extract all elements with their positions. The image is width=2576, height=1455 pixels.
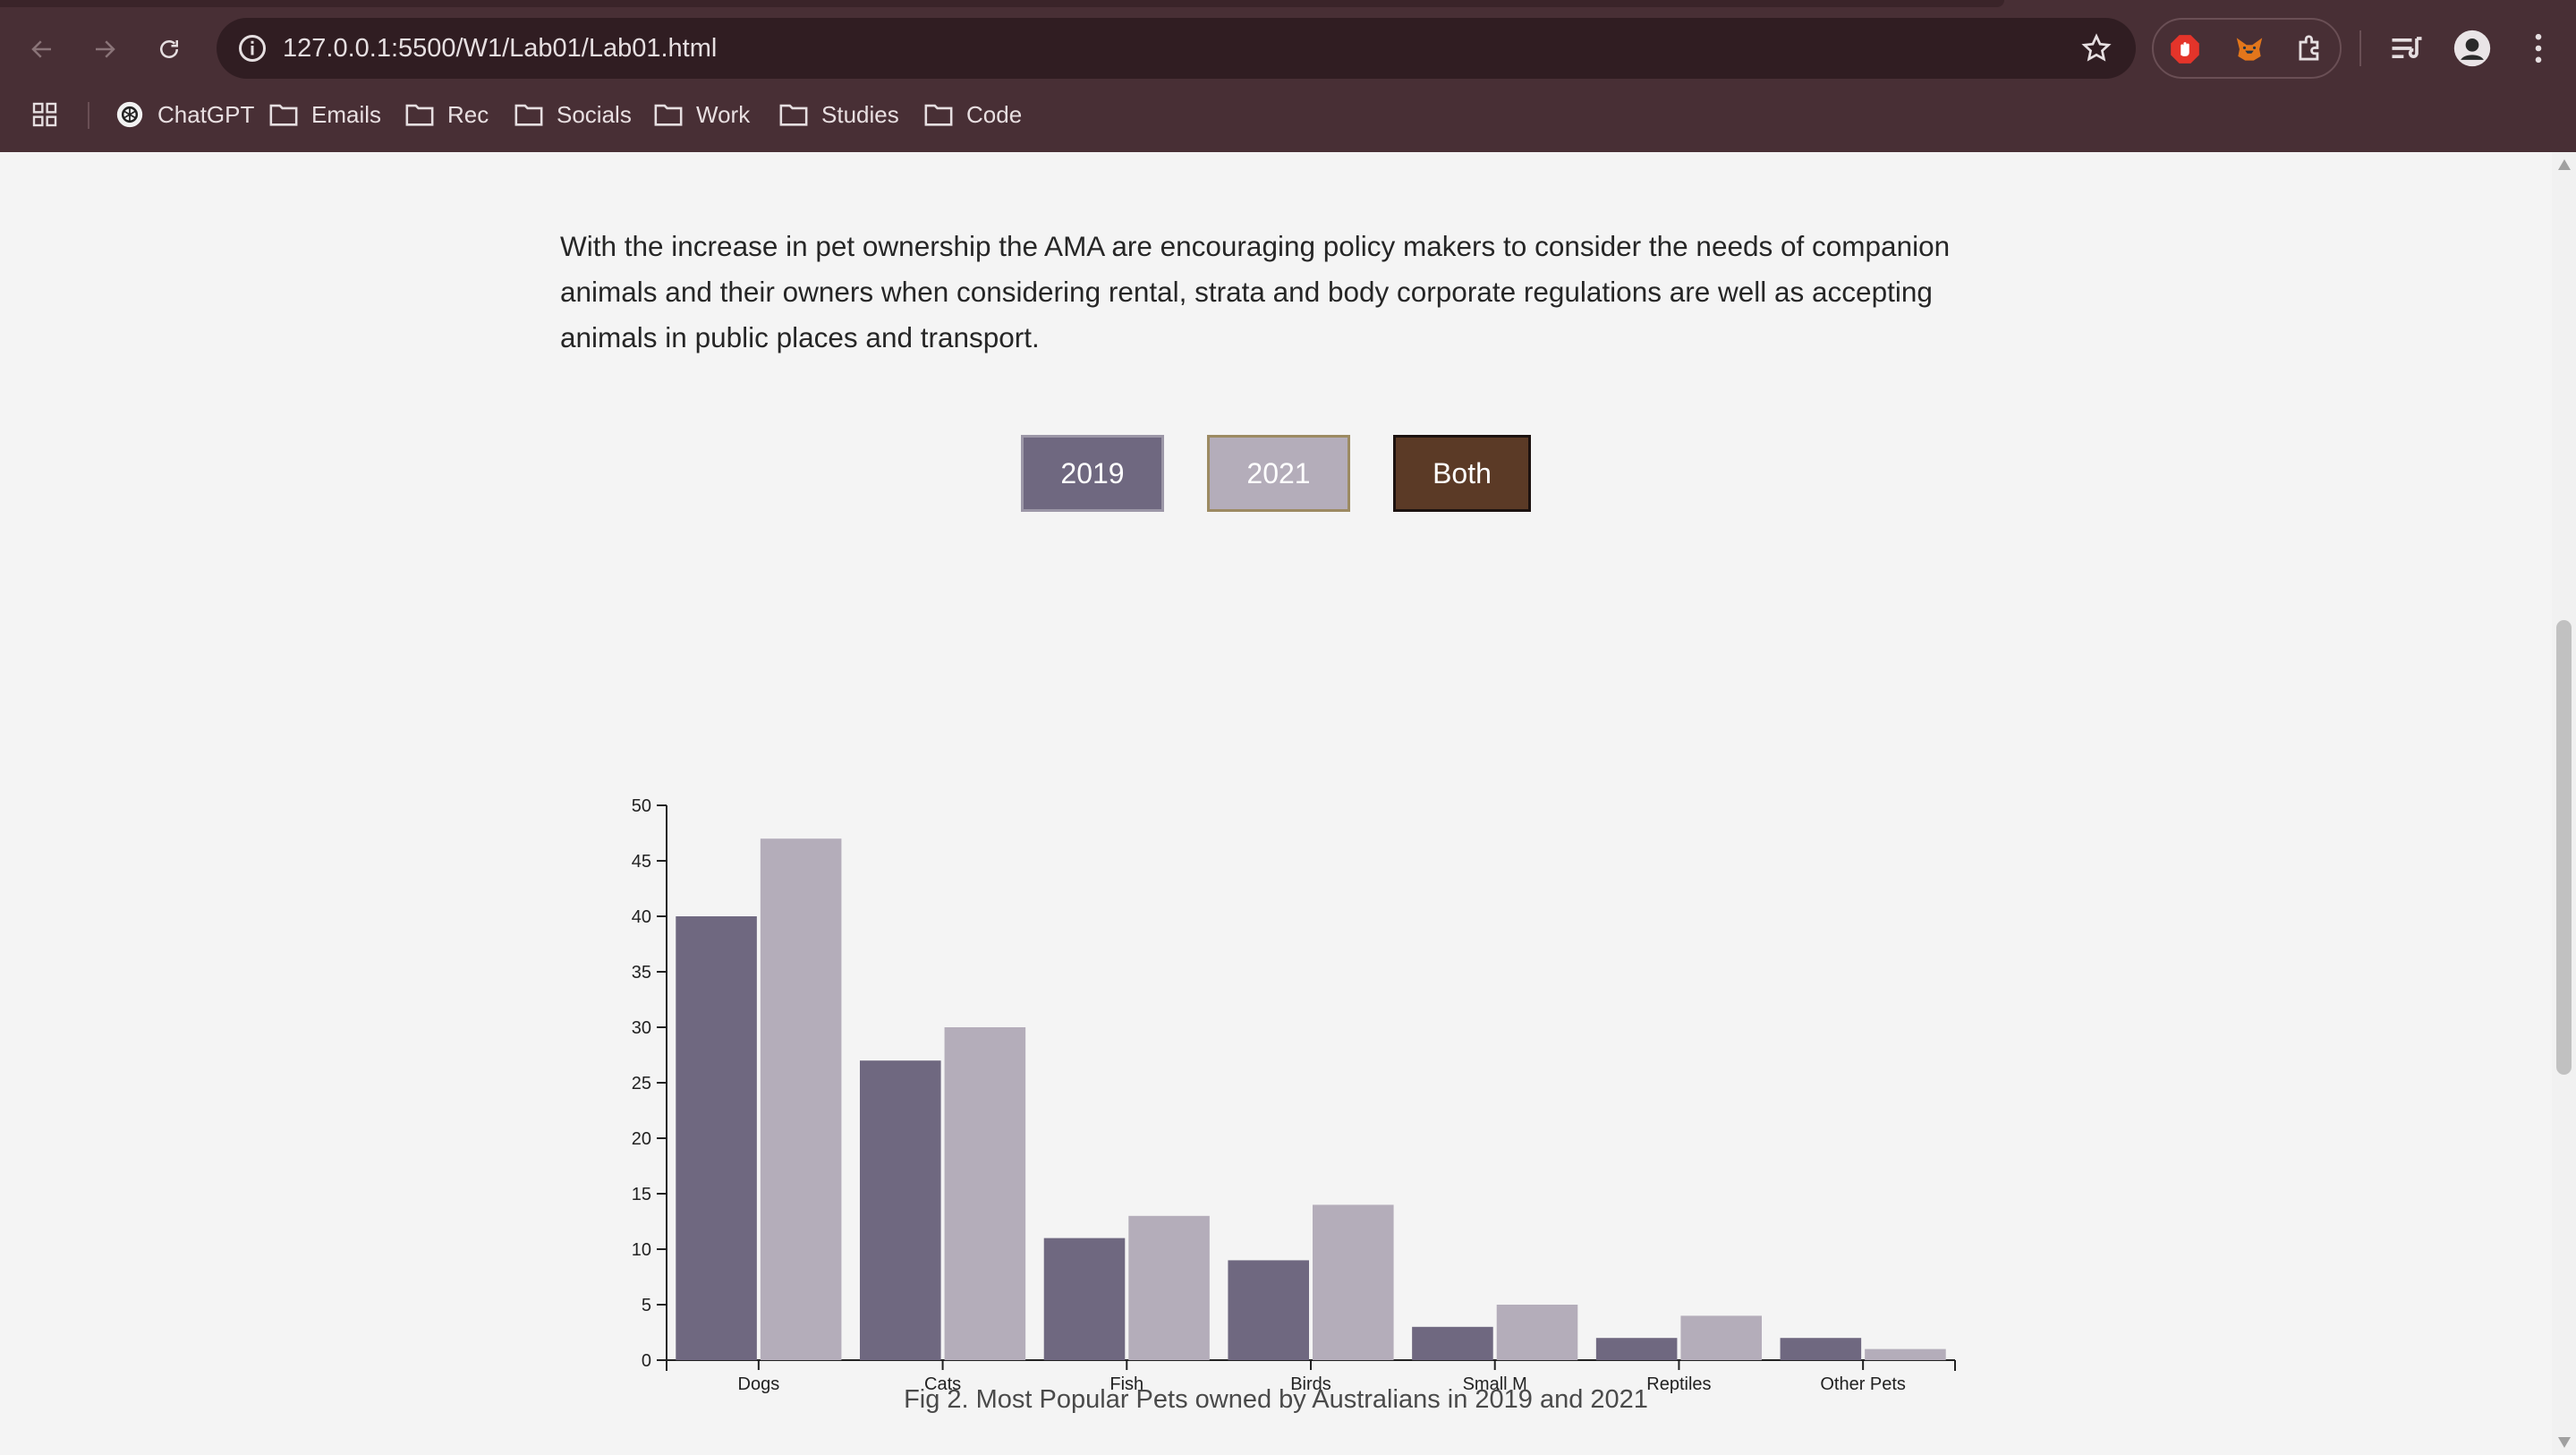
folder-icon (779, 104, 808, 126)
show-2019-button[interactable]: 2019 (1021, 435, 1164, 512)
bar-birds-series-1 (1228, 1260, 1309, 1360)
y-tick-label: 30 (632, 1018, 651, 1038)
pets-bar-chart: 0 5 10 15 20 25 30 35 40 45 50 Dogs Cats Fish Birds Sma… (632, 796, 1956, 1394)
bookmark-chatgpt[interactable]: ChatGPT (115, 91, 254, 138)
x-tick-label: Other Pets (1820, 1374, 1906, 1394)
bar-fish-series-2 (1128, 1215, 1210, 1360)
x-tick-label: Small M (1463, 1374, 1527, 1394)
back-button[interactable] (20, 27, 64, 72)
x-tick-label: Birds (1290, 1374, 1331, 1394)
bar-cats-series-2 (944, 1027, 1026, 1360)
bookmark-label: Rec (447, 100, 489, 128)
figure-caption: Fig 2. Most Popular Pets owned by Austra… (904, 1385, 1648, 1414)
y-tick-label: 20 (632, 1129, 651, 1149)
intro-paragraph: With the increase in pet ownership the A… (560, 230, 1951, 353)
bookmark-label: Emails (311, 100, 382, 128)
bookmark-folder-rec[interactable]: Rec (404, 91, 489, 138)
scroll-down-arrow-icon[interactable] (2558, 1437, 2571, 1448)
show-both-button[interactable]: Both (1393, 435, 1531, 512)
y-tick-label: 15 (632, 1185, 651, 1204)
folder-icon (405, 104, 434, 126)
bar-dogs-series-1 (676, 916, 757, 1360)
scroll-up-arrow-icon[interactable] (2558, 159, 2571, 170)
y-tick-label: 0 (642, 1351, 651, 1371)
extensions-group (2152, 18, 2342, 79)
bar-small-m-series-2 (1496, 1305, 1578, 1360)
address-bar[interactable]: 127.0.0.1:5500/W1/Lab01/Lab01.html (217, 18, 2136, 79)
page-content: With the increase in pet ownership the A… (0, 152, 2552, 1455)
bookmark-label: Work (696, 100, 751, 128)
forward-button[interactable] (82, 27, 127, 72)
bar-fish-series-1 (1043, 1238, 1126, 1360)
bookmark-folder-emails[interactable]: Emails (268, 91, 381, 138)
y-tick-label: 10 (632, 1240, 651, 1260)
y-tick-label: 25 (632, 1074, 651, 1093)
folder-icon (269, 104, 298, 126)
bookmark-folder-code[interactable]: Code (923, 91, 1022, 138)
bookmarks-bar: ChatGPT Emails Rec Socials Work Studies … (0, 91, 2576, 138)
site-info-icon[interactable] (236, 32, 268, 64)
url-text[interactable]: 127.0.0.1:5500/W1/Lab01/Lab01.html (283, 34, 718, 63)
bar-dogs-series-2 (760, 838, 842, 1360)
back-arrow-icon (31, 40, 51, 58)
bookmark-folder-socials[interactable]: Socials (514, 91, 632, 138)
reading-list-icon[interactable] (2387, 29, 2427, 68)
y-tick-label: 35 (632, 963, 651, 983)
folder-icon (654, 104, 683, 126)
bar-reptiles-series-2 (1680, 1315, 1762, 1360)
adblock-extension-icon[interactable] (2168, 32, 2202, 66)
y-tick-label: 40 (632, 907, 651, 927)
browser-menu-icon[interactable] (2519, 29, 2558, 68)
chatgpt-logo-icon (116, 101, 143, 128)
bookmark-star-icon[interactable] (2080, 32, 2113, 64)
apps-button[interactable] (30, 91, 72, 138)
bookmark-label: Code (966, 100, 1023, 128)
bookmarks-divider (88, 102, 89, 129)
tab-strip (0, 0, 2004, 7)
reload-button[interactable] (147, 27, 191, 72)
show-2021-button[interactable]: 2021 (1207, 435, 1350, 512)
folder-icon (514, 104, 543, 126)
page-scrollbar[interactable] (2552, 152, 2576, 1455)
bar-small-m-series-1 (1412, 1326, 1493, 1360)
bookmark-folder-studies[interactable]: Studies (778, 91, 899, 138)
bar-reptiles-series-1 (1595, 1338, 1678, 1360)
bookmark-label: Studies (821, 100, 899, 128)
bookmark-label: ChatGPT (157, 100, 255, 128)
y-tick-label: 50 (632, 796, 651, 816)
bar-cats-series-1 (860, 1060, 941, 1360)
forward-arrow-icon (96, 40, 115, 58)
apps-grid-icon (32, 102, 57, 127)
x-tick-label: Cats (924, 1374, 961, 1394)
y-tick-label: 5 (642, 1296, 651, 1315)
y-tick-label: 45 (632, 852, 651, 872)
profile-avatar[interactable] (2453, 29, 2492, 68)
toolbar-divider (2359, 30, 2361, 66)
bar-other-pets-series-1 (1780, 1338, 1862, 1360)
extensions-puzzle-icon[interactable] (2293, 32, 2327, 66)
metamask-extension-icon[interactable] (2232, 32, 2266, 66)
x-tick-label: Dogs (738, 1374, 780, 1394)
bookmark-folder-work[interactable]: Work (653, 91, 750, 138)
x-tick-label: Reptiles (1646, 1374, 1711, 1394)
bar-other-pets-series-2 (1865, 1349, 1946, 1360)
x-tick-label: Fish (1109, 1374, 1143, 1394)
bar-birds-series-2 (1313, 1204, 1394, 1360)
scrollbar-thumb[interactable] (2556, 620, 2572, 1075)
bookmark-label: Socials (557, 100, 632, 128)
reload-icon (160, 40, 178, 58)
browser-chrome: 127.0.0.1:5500/W1/Lab01/Lab01.html ChatG… (0, 0, 2576, 152)
folder-icon (924, 104, 953, 126)
